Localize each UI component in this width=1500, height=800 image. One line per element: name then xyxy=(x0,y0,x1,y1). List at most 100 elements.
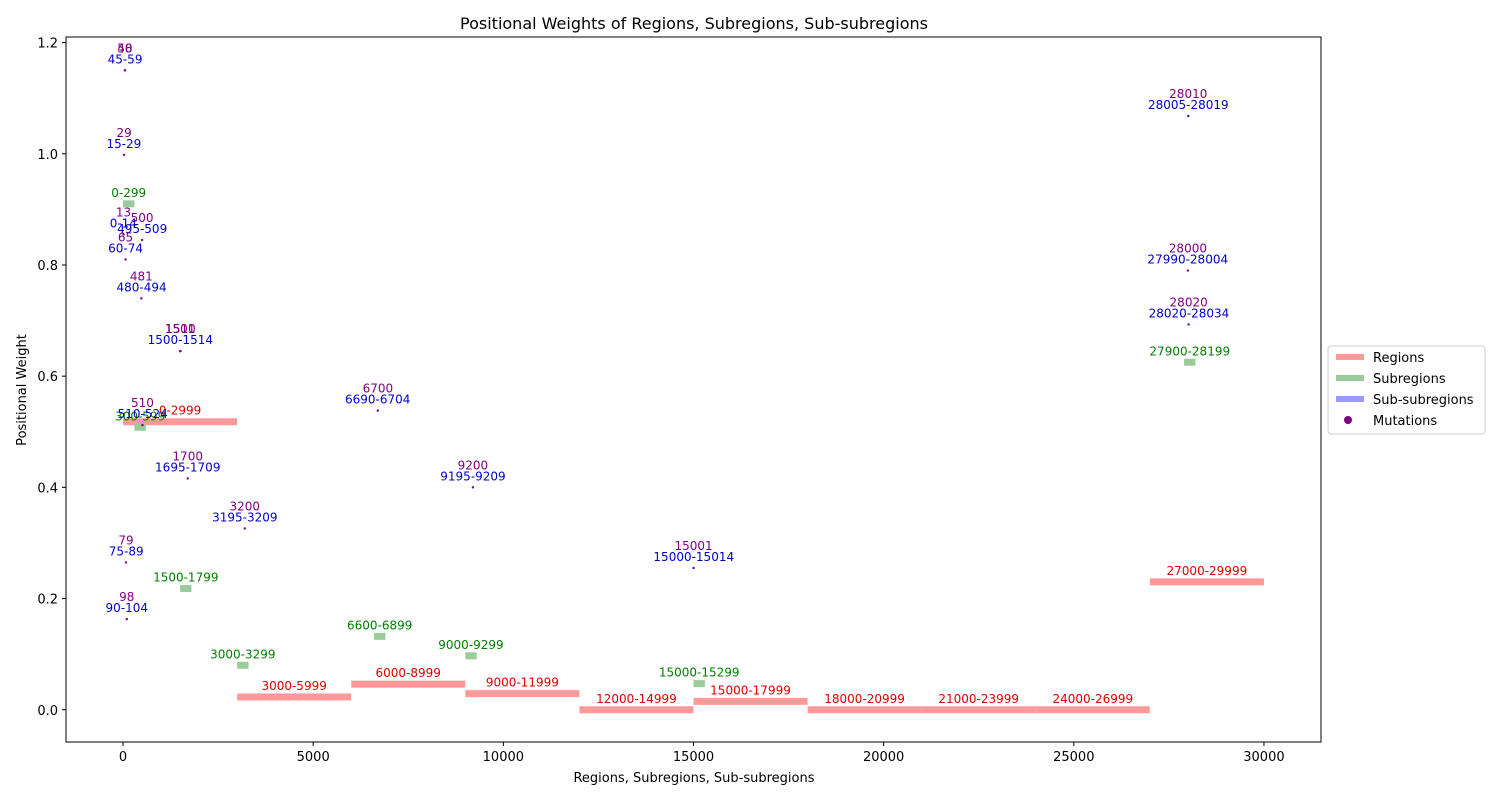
subregion-label: 0-299 xyxy=(111,186,146,200)
y-tick-label: 0.2 xyxy=(37,593,58,608)
mutation-point xyxy=(140,297,143,300)
region-label: 9000-11999 xyxy=(486,676,559,690)
x-tick-label: 0 xyxy=(119,750,127,765)
subsubregion-label: 90-104 xyxy=(105,601,148,615)
subsubregion-label: 9195-9209 xyxy=(440,469,505,483)
mutation-point xyxy=(1187,323,1190,326)
x-tick-label: 15000 xyxy=(673,750,714,765)
mutation-point xyxy=(243,527,246,530)
subregion-label: 3000-3299 xyxy=(210,647,275,661)
mutation-point xyxy=(123,69,127,72)
y-tick-label: 0.8 xyxy=(37,259,58,274)
subsubregion-label: 495-509 xyxy=(117,222,167,236)
y-axis-label: Positional Weight xyxy=(15,334,30,446)
plot-area: 0-2999 3000-5999 6000-8999 9000-11999 12000-… xyxy=(105,41,1264,714)
mutation-point xyxy=(471,486,475,489)
region-label: 0-2999 xyxy=(159,404,202,418)
mutation-label: 6700 xyxy=(363,382,394,396)
subregion-label: 9000-9299 xyxy=(438,638,503,652)
mutation-label: 1510 xyxy=(165,322,196,336)
region-label: 3000-5999 xyxy=(261,679,326,693)
legend-label-subregions: Subregions xyxy=(1373,372,1446,387)
mutation-label: 13 xyxy=(116,205,131,219)
mutation-label: 98 xyxy=(119,590,134,604)
subsubregion-label: 15000-15014 xyxy=(653,550,734,564)
legend-swatch-mutations xyxy=(1344,416,1352,424)
mutation-point xyxy=(141,423,144,427)
mutation-label: 15001 xyxy=(674,539,712,553)
y-tick-label: 1.0 xyxy=(37,148,58,163)
subsubregion-label: 0-14 xyxy=(110,216,137,230)
mutation-label: 79 xyxy=(118,533,133,547)
subregion-label: 15000-15299 xyxy=(659,666,740,680)
subsubregion-label: 510-524 xyxy=(118,407,168,421)
mutation-label: 500 xyxy=(131,211,154,225)
x-axis-label: Regions, Subregions, Sub-subregions xyxy=(573,771,814,786)
mutation-point xyxy=(124,258,127,261)
region-label: 12000-14999 xyxy=(596,692,677,706)
region-label: 21000-23999 xyxy=(938,692,1019,706)
x-tick-label: 10000 xyxy=(483,750,524,765)
region-label: 18000-20999 xyxy=(824,692,905,706)
mutation-label: 3200 xyxy=(229,499,260,513)
legend-label-mutations: Mutations xyxy=(1373,414,1437,429)
mutation-point xyxy=(125,617,128,621)
subsubregion-label: 15-29 xyxy=(106,137,141,151)
mutation-label: 50 xyxy=(117,41,132,55)
mutation-point xyxy=(124,561,128,564)
region-label: 27000-29999 xyxy=(1167,564,1248,578)
y-tick-label: 1.2 xyxy=(37,37,58,52)
mutation-label: 28020 xyxy=(1170,295,1208,309)
subsubregion-label: 27990-28004 xyxy=(1147,253,1228,267)
legend: Regions Subregions Sub-subregions Mutati… xyxy=(1327,345,1486,435)
legend-label-regions: Regions xyxy=(1373,351,1425,366)
x-tick-label: 5000 xyxy=(297,750,330,765)
mutation-point xyxy=(122,233,125,236)
subsubregion-label: 480-494 xyxy=(116,280,166,294)
legend-label-subsubregions: Sub-subregions xyxy=(1373,393,1474,408)
region-label: 6000-8999 xyxy=(376,666,441,680)
x-tick-label: 25000 xyxy=(1053,750,1094,765)
y-tick-label: 0.0 xyxy=(37,704,58,719)
subsubregion-label: 3195-3209 xyxy=(212,510,277,524)
mutation-label: 65 xyxy=(118,230,133,244)
mutation-point xyxy=(1186,269,1190,272)
subsubregion-label: 6690-6704 xyxy=(345,393,410,407)
mutation-point xyxy=(186,477,189,480)
region-label: 24000-26999 xyxy=(1052,692,1133,706)
mutation-label: 1501 xyxy=(165,322,196,336)
subsubregion-label: 60-74 xyxy=(108,241,143,255)
mutation-label: 9200 xyxy=(458,458,489,472)
mutation-label: 29 xyxy=(117,126,132,140)
x-tick-label: 20000 xyxy=(863,750,904,765)
mutation-label: 48 xyxy=(117,41,132,55)
subregion-label: 1500-1799 xyxy=(153,571,218,585)
subsubregion-label: 75-89 xyxy=(109,544,144,558)
subregion-label: 6600-6899 xyxy=(347,618,412,632)
mutation-label: 481 xyxy=(130,269,153,283)
legend-box xyxy=(1327,345,1486,435)
subsubregion-label: 1500-1514 xyxy=(148,333,213,347)
region-label: 15000-17999 xyxy=(710,683,791,697)
mutation-label: 28010 xyxy=(1169,87,1207,101)
subregion-label: 27900-28199 xyxy=(1149,344,1230,358)
subsubregion-label: 28020-28034 xyxy=(1149,306,1230,320)
x-tick-label: 30000 xyxy=(1243,750,1284,765)
subsubregion-label: 1695-1709 xyxy=(155,460,220,474)
y-tick-label: 0.6 xyxy=(37,370,58,385)
subsubregion-label: 28005-28019 xyxy=(1148,98,1229,112)
mutation-point xyxy=(692,566,695,570)
chart-title: Positional Weights of Regions, Subregion… xyxy=(460,14,928,33)
mutation-point xyxy=(122,153,126,157)
subsubregion-label: 45-59 xyxy=(108,52,143,66)
mutation-point xyxy=(1187,114,1190,118)
plot-frame xyxy=(65,36,1322,743)
mutation-point xyxy=(140,238,144,242)
mutation-label: 510 xyxy=(131,396,154,410)
subregion-label: 300-599 xyxy=(115,409,165,423)
mutation-label: 28000 xyxy=(1169,242,1207,256)
y-tick-label: 0.4 xyxy=(37,481,58,496)
axis-ticks: 0 5000 10000 15000 20000 25000 30000 0.0 0.2 0.4 0… xyxy=(37,37,1284,765)
mutation-point xyxy=(178,349,182,353)
